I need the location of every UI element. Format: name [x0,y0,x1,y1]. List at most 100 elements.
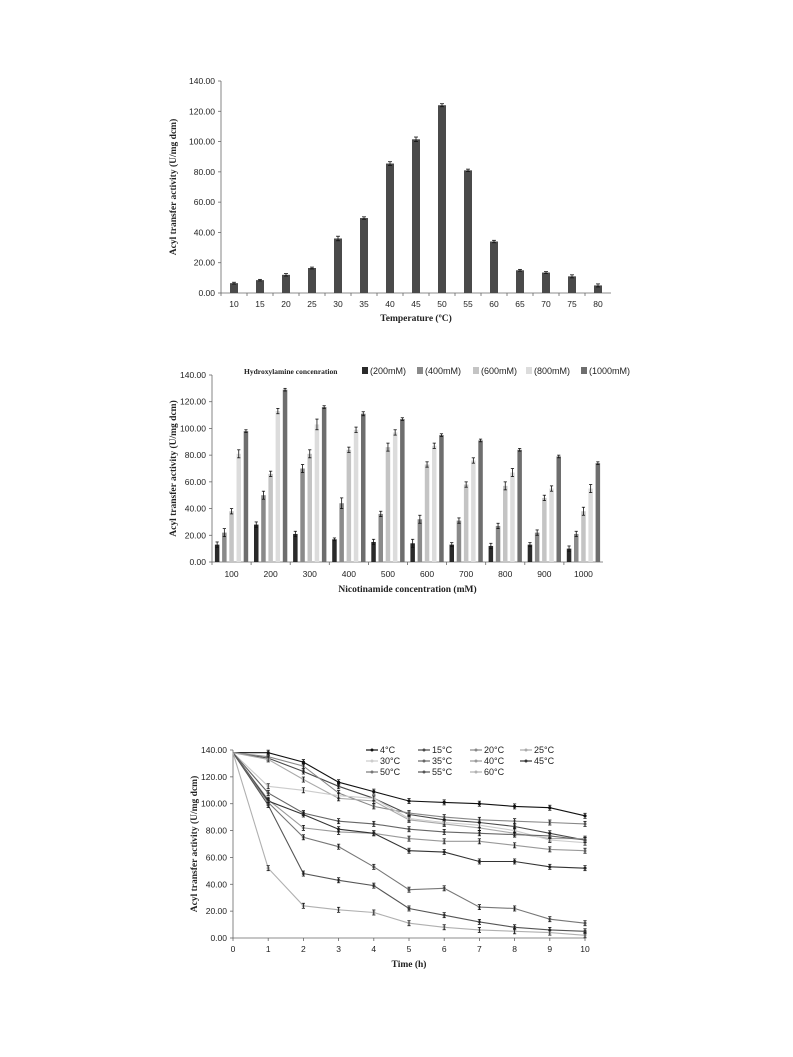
nico-bar [424,464,430,562]
nico-x-tick-label: 200 [264,569,278,579]
stab-legend-label: 50°C [380,767,401,777]
stab-legend-marker [370,759,374,763]
temp-x-tick-label: 25 [307,299,317,309]
nico-bar [214,544,220,562]
nico-x-axis-label: Nicotinamide concentration (mM) [338,584,476,595]
stab-legend-label: 15°C [432,745,453,755]
nico-legend-label: (400mM) [425,366,461,376]
nico-bar [254,524,259,562]
stab-legend-marker [474,759,478,763]
nico-bar [236,453,241,562]
stab-x-tick-label: 0 [231,944,236,954]
stab-legend-label: 40°C [484,756,505,766]
nico-bar [503,485,508,562]
stab-x-axis-label: Time (h) [392,959,427,970]
nico-y-tick-label: 80.00 [185,450,207,460]
stab-y-tick-label: 80.00 [206,826,228,836]
stab-series-line [233,752,586,817]
nico-x-tick-label: 500 [381,569,395,579]
nico-bar [378,513,383,562]
nico-legend-swatch [417,367,423,374]
nico-bar [293,533,298,562]
temp-y-tick-label: 100.00 [189,137,215,147]
nico-bar [542,497,547,562]
nico-legend-label: (200mM) [370,366,406,376]
temp-bar [438,105,446,293]
temp-bar [360,218,368,293]
nico-legend-label: (600mM) [481,366,517,376]
nico-y-tick-label: 100.00 [180,423,206,433]
stab-legend-label: 55°C [432,767,453,777]
nico-bar [566,548,572,562]
temp-x-tick-label: 50 [437,299,447,309]
nico-x-tick-label: 800 [498,569,512,579]
stab-legend-label: 20°C [484,745,505,755]
temp-bar [308,268,316,293]
nico-bar [385,447,391,562]
stab-legend-marker [422,770,426,774]
nico-bar [332,539,337,562]
stab-legend-label: 30°C [380,756,401,766]
nico-y-tick-label: 0.00 [189,557,206,567]
stab-legend-marker [474,748,478,752]
nico-bar [268,473,273,562]
temp-y-axis-label: Acyl transfer activity (U/mg dcm) [168,119,179,255]
temp-bar [490,241,498,293]
stab-y-tick-label: 40.00 [206,879,228,889]
nico-bar [410,543,415,562]
stab-legend-label: 35°C [432,756,453,766]
temp-bar [568,276,576,293]
nico-bar [449,544,454,562]
temp-bar [412,139,420,293]
stab-series-line [232,752,586,932]
stab-legend-label: 45°C [534,756,555,766]
nico-legend-swatch [581,367,587,374]
nico-legend-title: Hydroxylamine concenration [244,367,338,376]
thermal-stability-line-chart: 0.00 20.00 40.00 60.00 80.00 100.00 120.00 140.… [189,745,590,970]
nico-bar [549,488,554,562]
nico-bar [229,511,234,562]
nico-bar [314,424,320,562]
stab-legend-marker [474,770,478,774]
nico-bar [488,545,494,562]
temp-x-tick-label: 75 [567,299,577,309]
nico-bar [275,411,281,562]
nico-legend-label: (800mM) [534,366,570,376]
temp-bar [334,238,342,293]
nico-bar [321,407,327,562]
nico-bar [243,431,249,562]
stab-y-tick-label: 20.00 [206,906,228,916]
nicotinamide-grouped-bar-chart: 0.00 20.00 40.00 60.00 80.00 100.00 120.00 140.… [168,366,630,595]
nico-x-tick-label: 100 [224,569,238,579]
temp-y-tick-label: 20.00 [194,258,216,268]
nico-bar [463,484,469,562]
temp-y-tick-label: 0.00 [198,288,215,298]
temp-y-tick-label: 120.00 [189,106,215,116]
temp-x-tick-label: 65 [515,299,525,309]
nico-legend-swatch [362,367,368,374]
nico-x-tick-label: 600 [420,569,434,579]
stab-x-tick-label: 6 [442,944,447,954]
stab-x-tick-label: 9 [547,944,552,954]
nico-x-tick-label: 300 [303,569,317,579]
nico-bar [588,488,593,562]
temp-x-tick-label: 20 [281,299,291,309]
nico-bar [432,445,437,562]
stab-y-tick-label: 60.00 [206,852,228,862]
nico-bar [595,463,601,562]
temp-x-tick-label: 45 [411,299,421,309]
stab-x-tick-label: 4 [371,944,376,954]
nico-bar [581,511,586,562]
temp-y-tick-label: 60.00 [194,197,216,207]
temp-bar [230,283,238,293]
temperature-bar-chart: 0.00 20.00 40.00 60.00 80.00 100.00 120.00 140.… [168,76,611,324]
nico-x-tick-label: 700 [459,569,473,579]
temp-x-tick-label: 10 [229,299,239,309]
nico-bar [261,495,266,562]
nico-bar [300,468,305,562]
stab-series-line [232,752,585,840]
nico-y-tick-label: 120.00 [180,397,206,407]
nico-bar [392,432,398,562]
nico-bar [400,419,405,562]
